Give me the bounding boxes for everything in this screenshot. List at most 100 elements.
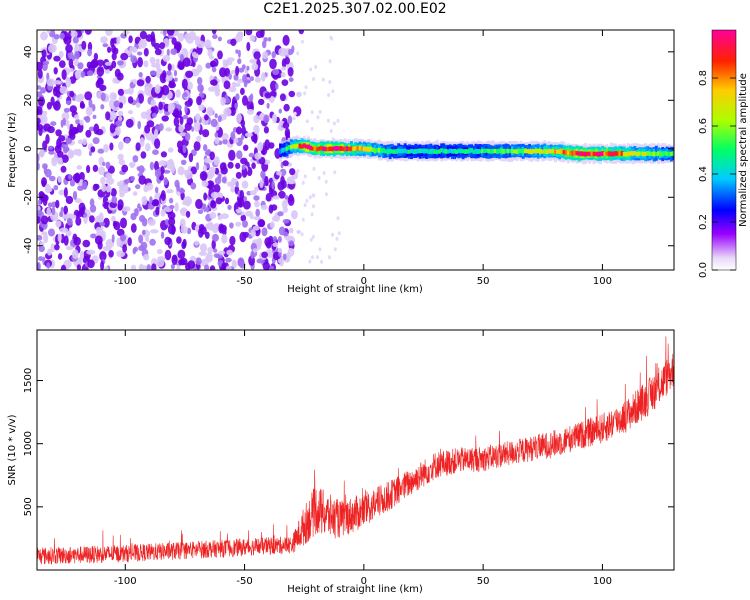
noise-speckle: [283, 103, 290, 112]
ridge-cell: [543, 148, 547, 154]
ridge-cell: [605, 151, 609, 156]
ridge-cell: [453, 148, 456, 154]
ridge-cell: [485, 148, 489, 153]
noise-speckle: [69, 132, 76, 141]
ridge-cell: [328, 146, 332, 151]
noise-speckle: [202, 129, 210, 138]
noise-speckle: [151, 199, 160, 207]
noise-speckle: [69, 179, 76, 187]
ridge-cell: [435, 149, 439, 154]
ridge-cell: [607, 151, 611, 157]
noise-speckle: [195, 162, 200, 171]
noise-speckle: [193, 121, 201, 132]
noise-speckle: [272, 242, 279, 247]
noise-speckle: [47, 202, 53, 208]
ridge-cell: [294, 144, 298, 149]
ridge-cell: [573, 150, 577, 156]
noise-speckle: [177, 146, 184, 154]
ridge-cell: [513, 149, 517, 154]
noise-speckle: [111, 234, 115, 243]
noise-speckle: [331, 232, 334, 237]
noise-speckle: [195, 113, 201, 121]
noise-speckle: [246, 41, 251, 52]
noise-speckle: [40, 215, 49, 225]
noise-speckle: [47, 145, 54, 150]
noise-speckle: [185, 210, 191, 218]
noise-speckle: [86, 165, 91, 174]
noise-speckle: [269, 58, 277, 70]
noise-speckle: [51, 206, 56, 216]
noise-speckle: [217, 36, 222, 42]
noise-speckle: [197, 83, 204, 93]
ridge-cell: [556, 149, 559, 154]
noise-speckle: [135, 102, 141, 108]
noise-speckle: [155, 206, 160, 216]
noise-speckle: [226, 57, 235, 62]
noise-speckle: [188, 152, 194, 163]
x-tick-label: 50: [477, 576, 490, 587]
noise-speckle: [327, 93, 330, 97]
noise-speckle: [140, 111, 148, 119]
noise-speckle: [143, 47, 149, 57]
ridge-cell: [410, 148, 413, 153]
noise-speckle: [82, 239, 91, 248]
noise-speckle: [235, 93, 240, 101]
noise-speckle: [296, 91, 302, 98]
noise-speckle: [159, 42, 166, 50]
noise-speckle: [50, 121, 57, 126]
ridge-cell: [302, 143, 306, 148]
noise-speckle: [241, 164, 246, 170]
noise-speckle: [214, 132, 219, 138]
noise-speckle: [197, 209, 204, 215]
noise-speckle: [220, 97, 226, 106]
ridge-cell: [627, 151, 630, 157]
noise-speckle: [149, 161, 154, 171]
noise-speckle: [176, 264, 181, 270]
noise-speckle: [60, 207, 64, 212]
noise-speckle: [151, 62, 159, 68]
noise-speckle: [214, 113, 218, 119]
noise-speckle: [310, 255, 314, 260]
noise-speckle: [224, 197, 230, 205]
ridge-cell: [633, 151, 637, 156]
noise-speckle: [146, 109, 152, 119]
noise-speckle: [138, 245, 145, 252]
ridge-cell: [335, 146, 338, 151]
noise-speckle: [231, 177, 236, 186]
noise-speckle: [182, 238, 187, 248]
noise-speckle: [58, 189, 66, 196]
noise-speckle: [84, 115, 91, 123]
noise-speckle: [253, 51, 261, 60]
noise-speckle: [236, 113, 242, 124]
ridge-cell: [562, 150, 566, 155]
noise-speckle: [61, 154, 69, 163]
noise-speckle: [333, 247, 337, 252]
noise-speckle: [265, 193, 272, 202]
noise-speckle: [65, 77, 72, 88]
noise-speckle: [59, 32, 65, 40]
noise-speckle: [127, 96, 134, 104]
noise-speckle: [249, 214, 254, 220]
noise-speckle: [154, 186, 159, 194]
noise-speckle: [158, 160, 168, 167]
noise-speckle: [222, 138, 228, 145]
noise-speckle: [282, 219, 290, 224]
noise-speckle: [205, 62, 212, 69]
noise-speckle: [154, 48, 162, 56]
ridge-cell: [304, 144, 308, 149]
noise-speckle: [37, 61, 43, 71]
noise-speckle: [203, 192, 208, 201]
ridge-cell: [319, 145, 323, 151]
ridge-cell: [502, 149, 506, 154]
ridge-cell: [665, 151, 669, 156]
noise-speckle: [60, 264, 67, 270]
noise-speckle: [167, 63, 172, 71]
noise-speckle: [37, 215, 41, 224]
noise-speckle: [201, 180, 209, 188]
noise-speckle: [46, 30, 51, 34]
ridge-cell: [367, 146, 371, 152]
noise-speckle: [210, 191, 220, 199]
noise-speckle: [65, 245, 74, 251]
noise-speckle: [151, 263, 157, 270]
noise-speckle: [308, 195, 312, 200]
